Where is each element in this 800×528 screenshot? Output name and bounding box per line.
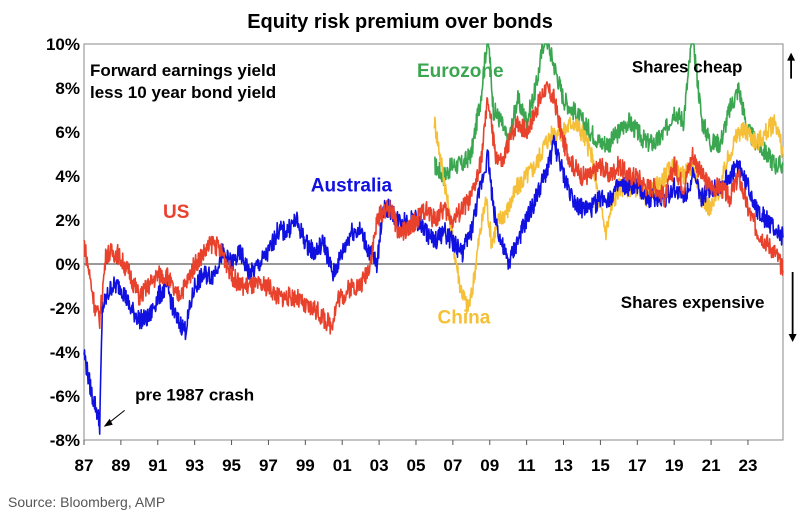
annotation-shares-cheap: Shares cheap [632, 58, 743, 77]
x-tick-label: 15 [591, 456, 610, 475]
x-tick-label: 17 [628, 456, 647, 475]
x-tick-label: 09 [480, 456, 499, 475]
y-tick-label: -8% [50, 431, 80, 450]
series-line-us [83, 81, 784, 335]
series-layer [83, 43, 784, 435]
y-tick-label: 8% [55, 79, 80, 98]
arrow-up-head-icon [787, 52, 796, 61]
x-tick-label: 93 [185, 456, 204, 475]
y-tick-label: 4% [55, 167, 80, 186]
x-tick-label: 13 [554, 456, 573, 475]
y-tick-label: 0% [55, 255, 80, 274]
series-label-us: US [163, 202, 189, 223]
subtitle-line-2: less 10 year bond yield [90, 83, 276, 102]
chart: Equity risk premium over bonds Forward e… [46, 11, 797, 475]
y-tick-label: -2% [50, 299, 80, 318]
x-tick-label: 91 [148, 456, 167, 475]
x-tick-label: 87 [75, 456, 94, 475]
series-label-eurozone: Eurozone [417, 61, 504, 82]
x-tick-label: 21 [702, 456, 721, 475]
x-tick-label: 05 [407, 456, 426, 475]
x-tick-label: 95 [222, 456, 241, 475]
y-tick-label: 2% [55, 211, 80, 230]
annotation-pre-1987-crash: pre 1987 crash [135, 385, 254, 404]
x-axis: 87 89 91 93 95 97 99 01 03 05 07 09 11 13 15 17 19 21 23 [75, 440, 757, 475]
series-label-australia: Australia [311, 175, 393, 196]
series-line-china [433, 114, 784, 315]
subtitle-line-1: Forward earnings yield [90, 61, 276, 80]
x-tick-label: 11 [518, 456, 536, 475]
labels-layer: US Australia Eurozone China Shares cheap Shar… [103, 52, 797, 427]
x-tick-label: 89 [111, 456, 130, 475]
x-tick-label: 23 [738, 456, 757, 475]
source-note: Source: Bloomberg, AMP [8, 494, 166, 510]
x-tick-label: 01 [333, 456, 352, 475]
x-tick-label: 97 [259, 456, 278, 475]
pointer-arrow-head-icon [103, 418, 113, 427]
x-tick-label: 07 [443, 456, 462, 475]
y-tick-label: 6% [55, 123, 80, 142]
series-line-eurozone [434, 43, 784, 187]
x-tick-label: 19 [665, 456, 684, 475]
y-tick-label: 10% [46, 35, 80, 54]
y-tick-label: -4% [50, 343, 80, 362]
annotation-shares-expensive: Shares expensive [621, 293, 765, 312]
x-tick-label: 99 [296, 456, 315, 475]
arrow-down-head-icon [788, 334, 797, 342]
chart-title: Equity risk premium over bonds [247, 11, 553, 33]
x-tick-label: 03 [370, 456, 389, 475]
series-label-china: China [438, 307, 491, 328]
y-tick-label: -6% [50, 387, 80, 406]
y-axis: -8% -6% -4% -2% 0% 2% 4% 6% 8% 10% [46, 35, 80, 450]
